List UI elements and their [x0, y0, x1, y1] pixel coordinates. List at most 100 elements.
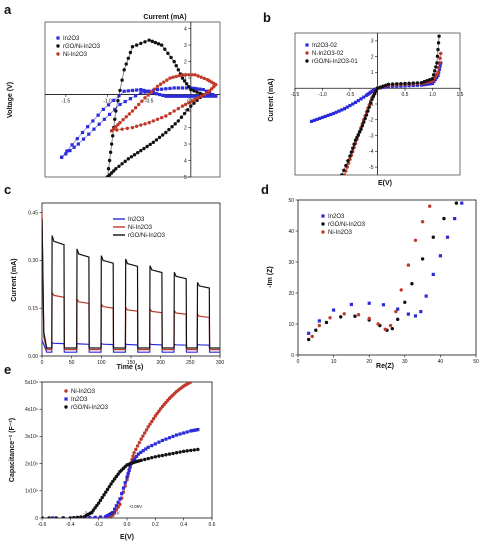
legend-marker — [56, 44, 60, 48]
data-point — [115, 128, 119, 132]
data-point — [139, 41, 143, 46]
y-tick-label: 4x10⁹ — [25, 407, 38, 413]
x-tick-label: -1.5 — [291, 92, 300, 98]
data-point — [420, 220, 425, 224]
y-tick-label: 0.45 — [28, 210, 38, 216]
data-point — [445, 235, 450, 239]
data-point — [378, 85, 382, 89]
data-point — [139, 91, 143, 95]
legend-marker — [56, 52, 60, 56]
data-point — [323, 114, 327, 119]
data-point — [317, 323, 322, 328]
x-tick-label: 0.4 — [180, 522, 187, 528]
legend-marker — [64, 405, 68, 409]
data-point — [113, 507, 117, 511]
data-point — [155, 411, 159, 416]
data-point — [133, 457, 137, 461]
data-point — [437, 67, 441, 71]
data-point — [93, 515, 97, 518]
data-point — [182, 79, 187, 83]
legend-marker — [56, 36, 60, 40]
annotation: -0.09V — [129, 504, 142, 509]
data-point — [113, 107, 117, 111]
data-point — [93, 506, 97, 510]
data-point — [118, 497, 122, 501]
data-point — [168, 111, 172, 116]
data-point — [128, 97, 133, 101]
data-point — [352, 142, 356, 146]
data-point — [114, 167, 118, 171]
data-point — [406, 312, 410, 316]
data-point — [142, 88, 146, 93]
data-point — [180, 73, 185, 77]
data-point — [399, 81, 403, 86]
data-point — [340, 173, 344, 175]
data-point — [209, 87, 214, 91]
data-point — [349, 302, 353, 307]
data-point — [98, 515, 103, 518]
data-point — [351, 102, 355, 106]
data-point — [454, 201, 459, 205]
data-point — [108, 150, 113, 154]
data-point — [157, 454, 161, 458]
data-point — [428, 82, 432, 86]
data-point — [202, 92, 207, 97]
panel-letter: b — [263, 10, 271, 25]
data-point — [332, 308, 336, 312]
data-point — [134, 43, 139, 47]
data-point — [146, 445, 150, 449]
legend-marker — [64, 397, 68, 401]
data-point — [120, 162, 124, 166]
data-point — [189, 382, 193, 384]
legend-entry: In2O3-02 — [312, 43, 338, 49]
data-point — [407, 81, 411, 85]
data-point — [428, 204, 432, 208]
data-point — [192, 94, 196, 98]
data-point — [189, 94, 193, 98]
panel-letter: c — [4, 182, 11, 197]
data-point — [127, 468, 131, 472]
data-point — [107, 158, 112, 163]
data-point — [109, 142, 114, 146]
data-point — [159, 115, 164, 120]
data-point — [430, 77, 435, 81]
data-point — [436, 41, 441, 45]
data-point — [112, 169, 116, 173]
data-point — [376, 322, 380, 326]
data-point — [164, 130, 168, 135]
data-point — [135, 88, 139, 92]
data-point — [339, 315, 343, 319]
data-point — [176, 68, 181, 72]
y-tick-label: 3 — [371, 39, 374, 45]
data-point — [363, 116, 367, 121]
series-Ni-In2O3 — [310, 204, 432, 339]
data-point — [126, 56, 131, 60]
data-point — [98, 498, 103, 503]
data-point — [157, 92, 162, 97]
data-point — [309, 119, 314, 123]
data-point — [205, 91, 210, 95]
data-point — [187, 85, 191, 89]
plot-area — [309, 34, 443, 175]
y-tick-label: -1 — [369, 102, 374, 108]
data-point — [91, 119, 95, 123]
data-point — [166, 94, 170, 98]
data-point — [362, 95, 366, 99]
legend-marker — [321, 230, 325, 234]
x-tick-label: 10 — [331, 359, 337, 365]
data-point — [201, 88, 205, 92]
data-point — [149, 90, 153, 94]
data-point — [430, 81, 435, 86]
data-point — [155, 117, 160, 121]
data-point — [118, 120, 122, 125]
data-point — [146, 93, 150, 97]
legend-entry: rGO/Ni-In2O3 — [63, 44, 101, 50]
data-point — [116, 500, 120, 504]
data-point — [154, 92, 159, 96]
data-point — [419, 310, 423, 314]
data-point — [199, 94, 203, 98]
data-point — [146, 456, 150, 461]
data-point — [145, 89, 149, 93]
data-point — [114, 109, 118, 113]
data-point — [134, 94, 138, 98]
